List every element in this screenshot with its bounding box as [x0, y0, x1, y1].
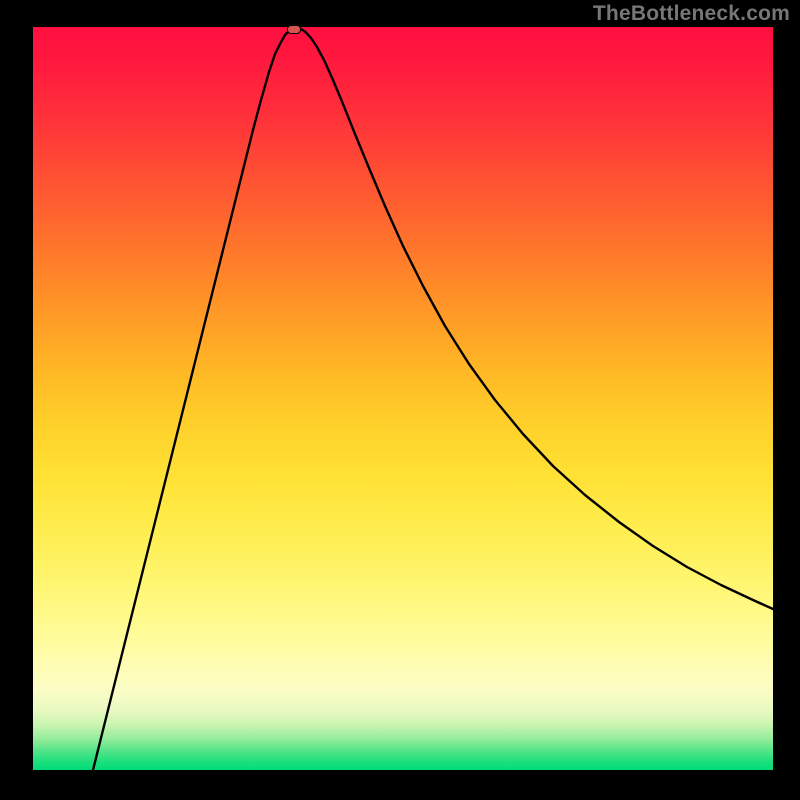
plot-area — [33, 27, 773, 770]
minimum-marker — [287, 25, 301, 34]
chart-frame: TheBottleneck.com — [0, 0, 800, 800]
bottleneck-curve — [33, 27, 773, 770]
watermark-text: TheBottleneck.com — [593, 2, 790, 26]
